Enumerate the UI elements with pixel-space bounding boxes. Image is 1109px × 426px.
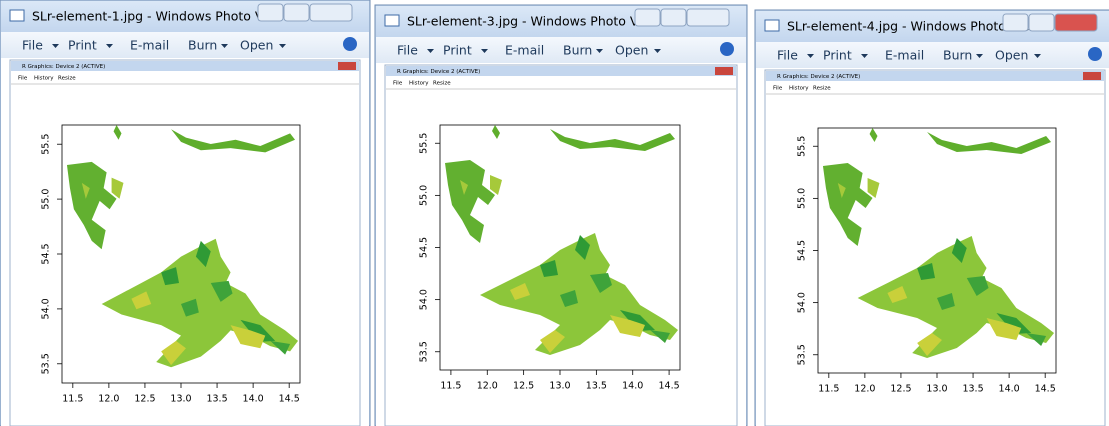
device-close [715, 67, 733, 75]
x-tick-label: 14.5 [659, 381, 680, 392]
y-tick-label: 55.5 [797, 136, 808, 157]
x-tick-label: 12.5 [134, 394, 155, 405]
desktop: SLr-element-1.jpg - Windows Photo Viewer… [0, 0, 1109, 426]
x-tick-label: 11.5 [818, 384, 839, 395]
device-menu-item[interactable]: Resize [813, 86, 831, 92]
x-tick-label: 13.5 [206, 394, 227, 405]
x-tick-label: 13.0 [549, 381, 570, 392]
r-device-window: R Graphics: Device 2 (ACTIVE) File History… [385, 65, 737, 426]
device-menu-item[interactable]: File [393, 81, 403, 87]
x-tick-label: 14.0 [243, 394, 264, 405]
toolbar-item[interactable]: Burn [188, 38, 217, 53]
photo-viewer-window: SLr-element-1.jpg - Windows Photo Viewer… [0, 0, 370, 426]
device-title: R Graphics: Device 2 (ACTIVE) [777, 74, 860, 80]
toolbar-item[interactable]: Open [995, 48, 1028, 63]
y-tick-label: 55.0 [419, 185, 430, 206]
page: SLr-element-1.jpg - Windows Photo Viewer… [0, 0, 1109, 426]
toolbar-item[interactable]: File [777, 48, 798, 63]
y-tick-label: 54.5 [419, 237, 430, 258]
device-menu-item[interactable]: Resize [58, 76, 76, 82]
close-button[interactable] [1055, 14, 1097, 31]
r-device-window: R Graphics: Device 2 (ACTIVE) File History… [10, 60, 360, 426]
device-close [1083, 72, 1101, 80]
device-frame [385, 65, 737, 426]
x-tick-label: 12.5 [890, 384, 911, 395]
x-tick-label: 13.0 [926, 384, 947, 395]
toolbar-item[interactable]: Print [68, 38, 97, 53]
app-icon [765, 20, 779, 31]
toolbar-item[interactable]: Burn [563, 43, 592, 58]
device-menu-item[interactable]: File [18, 76, 28, 82]
toolbar-item[interactable]: File [397, 43, 418, 58]
help-button[interactable] [343, 37, 357, 51]
x-tick-label: 12.5 [513, 381, 534, 392]
minimize-button[interactable] [258, 4, 283, 21]
toolbar-item[interactable]: Burn [943, 48, 972, 63]
y-tick-label: 55.0 [41, 189, 52, 210]
x-tick-label: 11.5 [62, 394, 83, 405]
minimize-button[interactable] [635, 9, 660, 26]
toolbar-item[interactable]: E-mail [885, 48, 924, 63]
close-button[interactable] [687, 9, 729, 26]
r-device-window: R Graphics: Device 2 (ACTIVE) File History… [765, 70, 1105, 426]
y-tick-label: 54.0 [419, 289, 430, 310]
device-frame [10, 60, 360, 426]
x-tick-label: 11.5 [440, 381, 461, 392]
x-tick-label: 13.5 [586, 381, 607, 392]
device-menu-item[interactable]: History [34, 76, 54, 82]
toolbar-item[interactable]: File [22, 38, 43, 53]
x-tick-label: 12.0 [98, 394, 119, 405]
y-tick-label: 54.5 [797, 240, 808, 261]
y-tick-label: 54.0 [797, 292, 808, 313]
window-title: SLr-element-3.jpg - Windows Photo Viewer [407, 14, 673, 29]
y-tick-label: 53.5 [41, 353, 52, 374]
toolbar-item[interactable]: Open [615, 43, 648, 58]
device-title: R Graphics: Device 2 (ACTIVE) [397, 69, 480, 75]
app-icon [385, 15, 399, 26]
toolbar-item[interactable]: E-mail [505, 43, 544, 58]
device-close [338, 62, 356, 70]
y-tick-label: 54.5 [41, 243, 52, 264]
device-menu-item[interactable]: Resize [433, 81, 451, 87]
app-icon [10, 10, 24, 21]
y-tick-label: 55.0 [797, 188, 808, 209]
y-tick-label: 55.5 [419, 133, 430, 154]
toolbar-item[interactable]: E-mail [130, 38, 169, 53]
x-tick-label: 14.5 [1035, 384, 1056, 395]
device-title: R Graphics: Device 2 (ACTIVE) [22, 64, 105, 70]
toolbar-item[interactable]: Open [240, 38, 273, 53]
close-button[interactable] [310, 4, 352, 21]
maximize-button[interactable] [284, 4, 309, 21]
maximize-button[interactable] [661, 9, 686, 26]
help-button[interactable] [1088, 47, 1102, 61]
x-tick-label: 14.5 [279, 394, 300, 405]
maximize-button[interactable] [1029, 14, 1054, 31]
y-tick-label: 53.5 [797, 344, 808, 365]
minimize-button[interactable] [1003, 14, 1028, 31]
x-tick-label: 13.5 [962, 384, 983, 395]
x-tick-label: 12.0 [854, 384, 875, 395]
device-menu-item[interactable]: File [773, 86, 783, 92]
toolbar-item[interactable]: Print [823, 48, 852, 63]
y-tick-label: 54.0 [41, 298, 52, 319]
photo-viewer-window: SLr-element-4.jpg - Windows Photo Viewer… [755, 10, 1109, 426]
toolbar-item[interactable]: Print [443, 43, 472, 58]
y-tick-label: 55.5 [41, 134, 52, 155]
x-tick-label: 12.0 [477, 381, 498, 392]
x-tick-label: 13.0 [170, 394, 191, 405]
y-tick-label: 53.5 [419, 341, 430, 362]
x-tick-label: 14.0 [622, 381, 643, 392]
x-tick-label: 14.0 [999, 384, 1020, 395]
device-menu-item[interactable]: History [789, 86, 809, 92]
photo-viewer-window: SLr-element-3.jpg - Windows Photo Viewer… [375, 5, 747, 426]
help-button[interactable] [720, 42, 734, 56]
device-menu-item[interactable]: History [409, 81, 429, 87]
